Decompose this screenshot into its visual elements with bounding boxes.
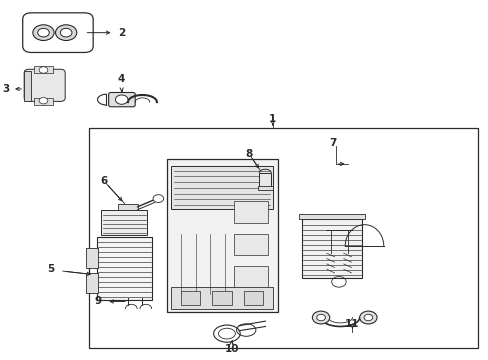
Circle shape <box>312 311 329 324</box>
Bar <box>299 214 364 219</box>
Text: 5: 5 <box>47 264 54 274</box>
Circle shape <box>56 25 77 41</box>
Circle shape <box>359 311 376 324</box>
Bar <box>101 210 147 235</box>
Bar <box>301 219 361 278</box>
Bar <box>181 291 200 305</box>
Bar <box>259 173 271 187</box>
Circle shape <box>115 95 128 104</box>
Text: 2: 2 <box>118 28 125 38</box>
Bar <box>166 158 277 312</box>
Circle shape <box>39 98 48 104</box>
Text: 8: 8 <box>244 149 252 159</box>
Bar <box>257 186 272 190</box>
Text: 10: 10 <box>224 343 239 354</box>
Circle shape <box>316 314 325 321</box>
Text: 1: 1 <box>268 114 276 124</box>
Bar <box>34 98 53 105</box>
FancyBboxPatch shape <box>22 13 93 53</box>
Bar <box>244 291 263 305</box>
FancyBboxPatch shape <box>24 69 65 102</box>
Circle shape <box>38 28 49 37</box>
Circle shape <box>153 195 163 203</box>
Bar <box>96 237 152 300</box>
Circle shape <box>39 67 48 73</box>
Bar <box>212 291 231 305</box>
Bar <box>89 128 477 348</box>
Bar <box>234 234 267 255</box>
Bar <box>86 248 98 267</box>
Bar <box>34 66 53 73</box>
Text: 6: 6 <box>100 176 107 186</box>
Circle shape <box>60 28 72 37</box>
Text: 7: 7 <box>329 138 336 148</box>
Bar <box>171 287 272 309</box>
Bar <box>234 266 267 287</box>
Bar <box>86 273 98 293</box>
Text: 9: 9 <box>94 296 101 306</box>
Text: 3: 3 <box>2 84 10 94</box>
Text: 4: 4 <box>118 74 125 84</box>
Bar <box>24 71 31 102</box>
Circle shape <box>33 25 54 41</box>
Bar <box>118 204 137 210</box>
Text: 11: 11 <box>345 319 359 329</box>
Bar <box>234 202 267 223</box>
Bar <box>171 166 272 208</box>
Circle shape <box>363 314 372 321</box>
FancyBboxPatch shape <box>108 93 135 107</box>
